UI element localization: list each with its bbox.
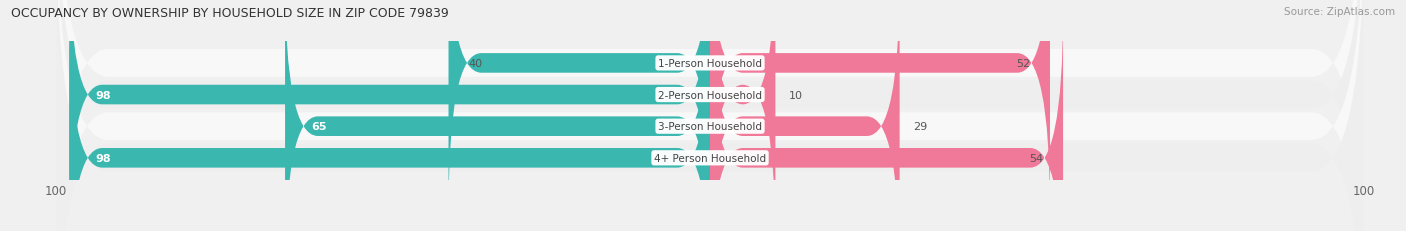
Text: 40: 40: [468, 59, 482, 69]
FancyBboxPatch shape: [56, 0, 1364, 231]
FancyBboxPatch shape: [56, 0, 1364, 231]
Text: 3-Person Household: 3-Person Household: [658, 122, 762, 132]
Text: 54: 54: [1029, 153, 1043, 163]
FancyBboxPatch shape: [710, 0, 1050, 211]
FancyBboxPatch shape: [69, 10, 710, 231]
FancyBboxPatch shape: [710, 0, 900, 231]
Text: 2-Person Household: 2-Person Household: [658, 90, 762, 100]
FancyBboxPatch shape: [69, 0, 710, 231]
FancyBboxPatch shape: [56, 0, 1364, 231]
Text: 52: 52: [1017, 59, 1031, 69]
FancyBboxPatch shape: [449, 0, 710, 211]
Text: 98: 98: [96, 90, 111, 100]
Text: 4+ Person Household: 4+ Person Household: [654, 153, 766, 163]
Text: 10: 10: [789, 90, 803, 100]
Text: 65: 65: [311, 122, 326, 132]
FancyBboxPatch shape: [710, 10, 1063, 231]
Text: Source: ZipAtlas.com: Source: ZipAtlas.com: [1284, 7, 1395, 17]
Text: 29: 29: [912, 122, 927, 132]
Text: 98: 98: [96, 153, 111, 163]
Text: 1-Person Household: 1-Person Household: [658, 59, 762, 69]
FancyBboxPatch shape: [285, 0, 710, 231]
Text: OCCUPANCY BY OWNERSHIP BY HOUSEHOLD SIZE IN ZIP CODE 79839: OCCUPANCY BY OWNERSHIP BY HOUSEHOLD SIZE…: [11, 7, 449, 20]
FancyBboxPatch shape: [56, 0, 1364, 231]
FancyBboxPatch shape: [710, 0, 776, 231]
